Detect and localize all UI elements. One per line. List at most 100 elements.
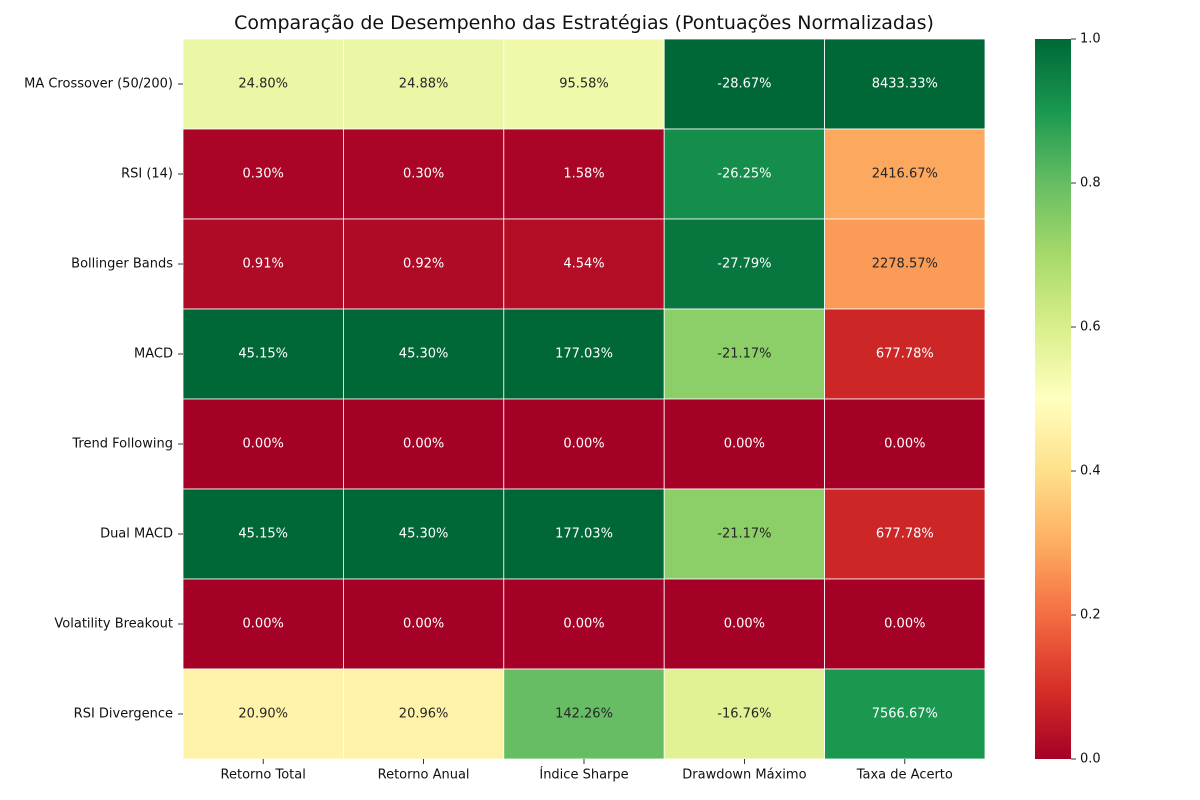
cell-value-label: 0.00% bbox=[403, 617, 444, 632]
colorbar-tick-label: 0.8 bbox=[1080, 176, 1101, 191]
heatmap-cell bbox=[824, 668, 986, 760]
heatmap-cell bbox=[824, 308, 986, 400]
cell-value-label: 677.78% bbox=[876, 347, 934, 362]
cell-value-label: 0.00% bbox=[884, 617, 925, 632]
colorbar: 0.0 0.2 0.4 0.6 0.8 1.0 bbox=[1035, 32, 1101, 767]
cell-value-label: 0.00% bbox=[884, 437, 925, 452]
cell-value-label: 0.00% bbox=[243, 617, 284, 632]
row-label-rsi-14: RSI (14) bbox=[121, 167, 173, 182]
cell-value-label: -21.17% bbox=[717, 527, 771, 542]
row-label-macd: MACD bbox=[134, 347, 173, 362]
heatmap-cell bbox=[182, 668, 344, 760]
heatmap-cell bbox=[342, 398, 505, 490]
cell-value-label: 177.03% bbox=[555, 347, 613, 362]
column-label-indice-sharpe: Índice Sharpe bbox=[539, 767, 628, 783]
heatmap-cell bbox=[663, 488, 826, 580]
heatmap-cell bbox=[342, 668, 505, 760]
cell-value-label: 45.15% bbox=[238, 347, 288, 362]
heatmap-cell bbox=[503, 218, 665, 310]
colorbar-tick-label: 0.0 bbox=[1080, 752, 1101, 767]
cell-value-label: 0.00% bbox=[724, 437, 765, 452]
cell-value-label: 0.00% bbox=[563, 617, 604, 632]
column-label-drawdown-maximo: Drawdown Máximo bbox=[682, 768, 806, 783]
heatmap-cell bbox=[182, 128, 344, 220]
cell-value-label: 45.15% bbox=[238, 527, 288, 542]
colorbar-tick-label: 1.0 bbox=[1080, 32, 1101, 47]
cell-value-label: 0.30% bbox=[403, 167, 444, 182]
cell-value-label: 45.30% bbox=[399, 527, 449, 542]
chart-title: Comparação de Desempenho das Estratégias… bbox=[234, 12, 934, 34]
cell-value-label: -27.79% bbox=[717, 257, 771, 272]
colorbar-tick-label: 0.2 bbox=[1080, 608, 1101, 623]
heatmap-cell bbox=[503, 308, 665, 400]
cell-value-label: 0.00% bbox=[724, 617, 765, 632]
column-label-retorno-total: Retorno Total bbox=[221, 768, 306, 783]
colorbar-tick-label: 0.6 bbox=[1080, 320, 1101, 335]
row-label-dual-macd: Dual MACD bbox=[100, 527, 173, 542]
cell-value-label: 0.00% bbox=[563, 437, 604, 452]
cell-value-label: 0.30% bbox=[243, 167, 284, 182]
row-label-rsi-divergence: RSI Divergence bbox=[74, 707, 173, 722]
cell-value-label: 0.92% bbox=[403, 257, 444, 272]
cell-value-label: 2416.67% bbox=[872, 167, 938, 182]
heatmap-cell bbox=[663, 668, 826, 760]
heatmap-cell bbox=[342, 578, 505, 670]
heatmap-cell bbox=[824, 218, 986, 310]
heatmap-cell bbox=[342, 128, 505, 220]
heatmap-cell bbox=[182, 218, 344, 310]
heatmap-cell bbox=[503, 128, 665, 220]
cell-value-label: -16.76% bbox=[717, 707, 771, 722]
heatmap-cell bbox=[342, 488, 505, 580]
cell-value-label: 7566.67% bbox=[872, 707, 938, 722]
row-label-volatility-breakout: Volatility Breakout bbox=[54, 617, 173, 632]
heatmap-cell bbox=[824, 488, 986, 580]
cell-value-label: 1.58% bbox=[563, 167, 604, 182]
heatmap-cell bbox=[663, 308, 826, 400]
cell-value-label: 24.80% bbox=[238, 77, 288, 92]
heatmap-cell bbox=[663, 578, 826, 670]
cell-value-label: -28.67% bbox=[717, 77, 771, 92]
cell-value-label: 0.00% bbox=[243, 437, 284, 452]
cell-value-label: 45.30% bbox=[399, 347, 449, 362]
cell-value-label: 20.96% bbox=[399, 707, 449, 722]
heatmap-cell bbox=[824, 38, 986, 130]
heatmap-cell-labels: 24.80% 24.88% 95.58% -28.67% 8433.33% 0.30% 0.… bbox=[238, 77, 937, 722]
row-label-bollinger-bands: Bollinger Bands bbox=[71, 257, 173, 272]
heatmap-cell bbox=[663, 128, 826, 220]
cell-value-label: 0.00% bbox=[403, 437, 444, 452]
heatmap-cells bbox=[182, 38, 986, 760]
cell-value-label: 0.91% bbox=[243, 257, 284, 272]
heatmap-cell bbox=[182, 488, 344, 580]
heatmap-cell bbox=[824, 398, 986, 490]
cell-value-label: 24.88% bbox=[399, 77, 449, 92]
cell-value-label: 95.58% bbox=[559, 77, 609, 92]
cell-value-label: 2278.57% bbox=[872, 257, 938, 272]
cell-value-label: 177.03% bbox=[555, 527, 613, 542]
column-label-taxa-de-acerto: Taxa de Acerto bbox=[856, 768, 953, 783]
cell-value-label: 4.54% bbox=[563, 257, 604, 272]
heatmap-cell bbox=[663, 38, 826, 130]
colorbar-tick-label: 0.4 bbox=[1080, 464, 1101, 479]
column-tick-labels: Retorno Total Retorno Anual Índice Sharpe D… bbox=[221, 759, 953, 783]
cell-value-label: -26.25% bbox=[717, 167, 771, 182]
cell-value-label: 8433.33% bbox=[872, 77, 938, 92]
colorbar-scale bbox=[1035, 39, 1071, 759]
heatmap-cell bbox=[503, 578, 665, 670]
cell-value-label: 677.78% bbox=[876, 527, 934, 542]
row-tick-labels: MA Crossover (50/200) RSI (14) Bollinger B… bbox=[24, 77, 183, 722]
column-label-retorno-anual: Retorno Anual bbox=[378, 768, 470, 783]
heatmap-cell bbox=[663, 218, 826, 310]
cell-value-label: -21.17% bbox=[717, 347, 771, 362]
row-label-trend-following: Trend Following bbox=[71, 437, 173, 452]
cell-value-label: 142.26% bbox=[555, 707, 613, 722]
heatmap-cell bbox=[663, 398, 826, 490]
heatmap-cell bbox=[503, 668, 665, 760]
heatmap-cell bbox=[182, 398, 344, 490]
heatmap-cell bbox=[503, 488, 665, 580]
cell-value-label: 20.90% bbox=[238, 707, 288, 722]
row-label-ma-crossover-50-200: MA Crossover (50/200) bbox=[24, 77, 173, 92]
heatmap-cell bbox=[824, 578, 986, 670]
heatmap-cell bbox=[342, 218, 505, 310]
heatmap-cell bbox=[182, 578, 344, 670]
